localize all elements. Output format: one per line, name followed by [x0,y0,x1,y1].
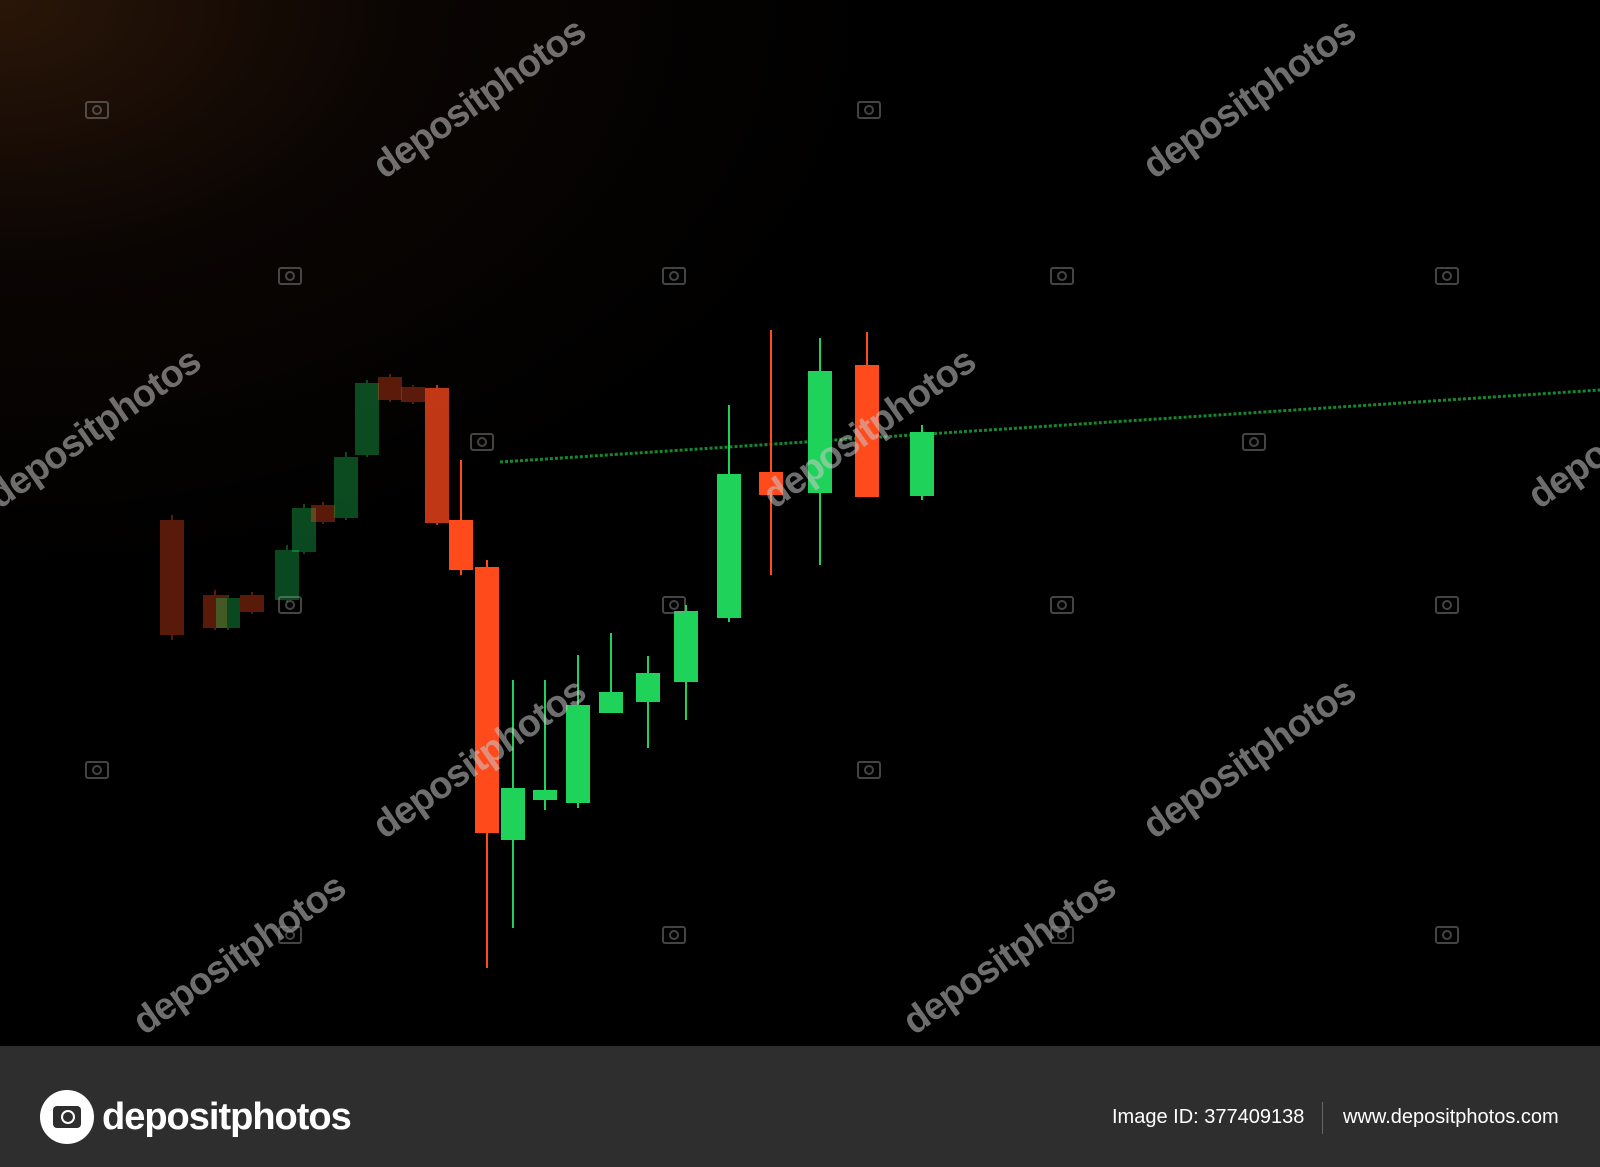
watermark-camera-icon [662,267,686,285]
candle [203,590,227,630]
candle-body [160,520,184,635]
candle-body [501,788,525,840]
candle-body [275,550,299,600]
logo-text: depositphotos [102,1095,352,1138]
watermark-camera-icon [857,101,881,119]
candle [275,545,299,602]
footer-bar: depositphotos Image ID: 377409138 www.de… [0,1046,1600,1167]
candle [355,380,379,457]
candle-body [334,457,358,518]
camera-logo-icon [40,1090,94,1144]
candle [449,460,473,575]
candle [160,515,184,640]
candle [674,605,698,720]
candle [566,655,590,808]
watermark-camera-icon [278,926,302,944]
candle [808,338,832,565]
candle-body [475,567,499,833]
candle [717,405,741,622]
watermark-camera-icon [662,926,686,944]
candle-body [311,505,335,522]
candle-body [401,387,425,402]
candle-body [759,472,783,495]
candle-body [566,705,590,803]
candle [855,332,879,497]
candle-body [240,595,264,612]
candle-body [216,598,240,628]
candle-body [355,383,379,455]
image-id: Image ID: 377409138 [1112,1106,1305,1128]
watermark-camera-icon [1050,596,1074,614]
candle [910,425,934,500]
brand-logo[interactable]: depositphotos [40,1090,352,1144]
candle [334,452,358,520]
candle [533,680,557,810]
watermark-camera-icon [278,267,302,285]
candle-body [425,388,449,523]
candle-body [599,692,623,713]
watermark-camera-icon [662,596,686,614]
watermark-camera-icon [1050,267,1074,285]
candle-body [717,474,741,618]
candle-body [203,595,227,628]
website-link[interactable]: www.depositphotos.com [1343,1106,1559,1128]
candle-body [378,377,402,400]
watermark-camera-icon [1435,267,1459,285]
candle [292,504,316,554]
candle-body [808,371,832,493]
divider [1322,1102,1323,1134]
candle [240,592,264,614]
watermark-camera-icon [1435,596,1459,614]
candle [636,656,660,748]
candle-body [910,432,934,496]
watermark-camera-icon [1242,433,1266,451]
candle [216,595,240,630]
candle [501,680,525,928]
candle [425,385,449,525]
candle-body [855,365,879,497]
candle [475,560,499,968]
candle [599,633,623,713]
watermark-camera-icon [470,433,494,451]
candle-body [292,508,316,552]
watermark-camera-icon [857,761,881,779]
candlestick-chart [160,330,1600,968]
trend-line [499,388,1600,464]
candle [759,330,783,575]
watermark-camera-icon [1435,926,1459,944]
candle-body [636,673,660,702]
candle [378,374,402,402]
watermark-camera-icon [85,101,109,119]
candle [401,385,425,404]
candle [311,502,335,524]
candlestick-chart-photo: depositphotos depositphotos depositphotos d… [0,0,1600,1046]
candle-body [674,611,698,682]
candle-body [533,790,557,800]
watermark-camera-icon [278,596,302,614]
watermark-camera-icon [85,761,109,779]
watermark-camera-icon [1050,926,1074,944]
candle-body [449,520,473,570]
